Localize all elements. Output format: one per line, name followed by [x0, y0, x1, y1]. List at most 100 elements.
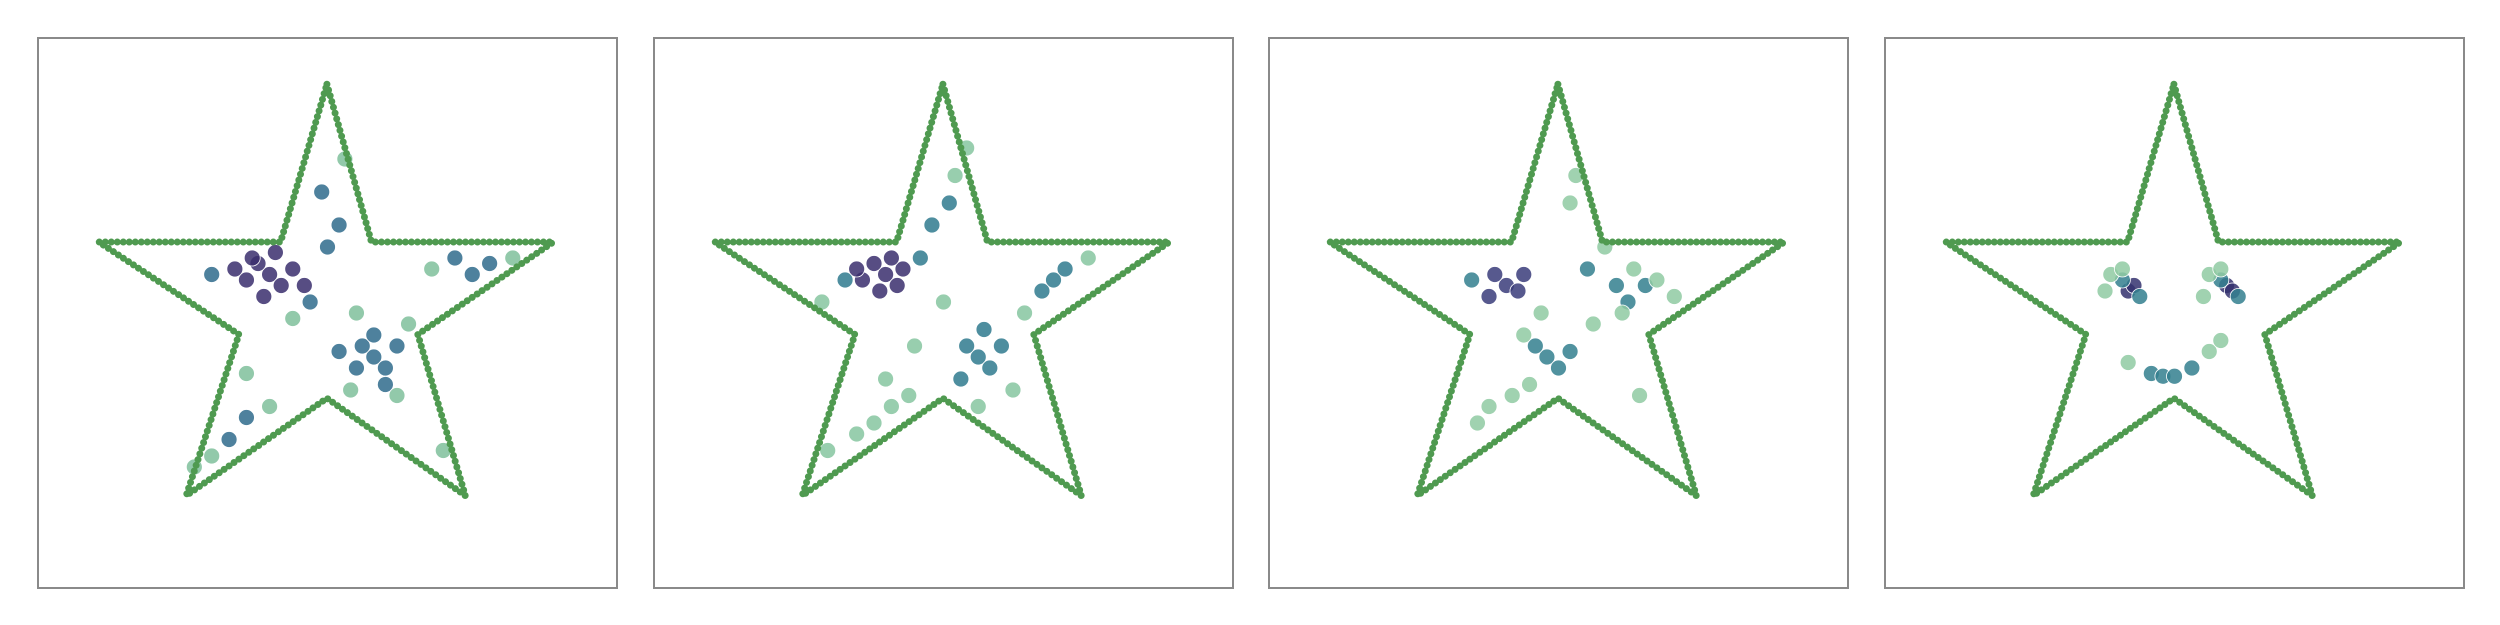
point — [284, 310, 302, 327]
point — [1480, 398, 1498, 415]
point — [1579, 260, 1596, 278]
point — [353, 337, 371, 355]
point — [220, 431, 238, 448]
panel-frame — [37, 37, 618, 589]
point — [923, 216, 941, 234]
point — [238, 365, 255, 382]
point — [284, 260, 302, 278]
point — [481, 255, 499, 272]
point — [969, 348, 987, 366]
point — [877, 266, 894, 283]
point — [2229, 288, 2247, 305]
point — [836, 271, 854, 289]
point — [969, 398, 987, 415]
point — [348, 304, 365, 322]
point — [504, 249, 522, 267]
point — [1480, 288, 1498, 305]
point — [1033, 282, 1051, 300]
point — [2195, 288, 2212, 305]
point — [993, 337, 1010, 355]
point — [882, 249, 900, 267]
point — [1016, 304, 1033, 322]
point — [1515, 266, 1533, 283]
point — [935, 293, 952, 311]
point — [319, 238, 336, 256]
point — [261, 266, 279, 283]
point — [1503, 387, 1521, 404]
point — [911, 249, 929, 267]
point — [894, 260, 912, 278]
point — [1521, 376, 1538, 393]
point — [388, 387, 406, 404]
point — [261, 398, 279, 415]
point — [1045, 271, 1062, 289]
point — [2096, 282, 2114, 300]
point — [1625, 260, 1643, 278]
point — [900, 387, 918, 404]
point — [981, 359, 999, 377]
point — [2113, 260, 2131, 278]
point — [266, 244, 284, 261]
point — [272, 277, 290, 294]
point — [348, 359, 365, 377]
point — [2200, 343, 2218, 360]
point — [848, 260, 866, 278]
point — [2183, 359, 2201, 377]
point — [1079, 249, 1097, 267]
point — [255, 288, 273, 305]
point — [423, 260, 441, 278]
point — [1631, 387, 1648, 404]
point — [2119, 354, 2137, 371]
point — [400, 315, 417, 333]
point — [376, 376, 394, 393]
point — [1056, 260, 1074, 278]
point — [1486, 266, 1504, 283]
point — [1665, 288, 1683, 305]
point — [2166, 367, 2183, 385]
point — [388, 337, 406, 355]
point — [463, 266, 481, 283]
point — [2212, 332, 2230, 349]
point — [1561, 194, 1579, 212]
point — [1608, 277, 1625, 294]
point — [446, 249, 464, 267]
point — [365, 326, 383, 344]
point — [1561, 343, 1579, 360]
point — [203, 447, 221, 465]
star-outline — [1318, 80, 1796, 505]
point — [1469, 414, 1486, 432]
panel-frame — [653, 37, 1234, 589]
point — [1648, 271, 1666, 289]
point — [882, 398, 900, 415]
point — [888, 277, 906, 294]
point — [301, 293, 319, 311]
point — [865, 255, 883, 272]
point — [365, 348, 383, 366]
point — [295, 277, 313, 294]
point — [238, 409, 255, 426]
point — [330, 216, 348, 234]
star-outline — [87, 80, 565, 505]
point — [1463, 271, 1481, 289]
panel-frame — [1884, 37, 2465, 589]
point — [1004, 381, 1022, 399]
point — [906, 337, 923, 355]
point — [865, 414, 883, 432]
point — [1526, 337, 1544, 355]
point — [2131, 288, 2149, 305]
point — [342, 381, 360, 399]
point — [1538, 348, 1556, 366]
point — [1509, 282, 1527, 300]
point — [958, 337, 976, 355]
point — [946, 167, 964, 184]
point — [226, 260, 244, 278]
point — [871, 282, 889, 300]
point — [940, 194, 958, 212]
point — [952, 370, 970, 388]
point — [1532, 304, 1550, 322]
point — [376, 359, 394, 377]
point — [238, 271, 255, 289]
point — [877, 370, 894, 388]
